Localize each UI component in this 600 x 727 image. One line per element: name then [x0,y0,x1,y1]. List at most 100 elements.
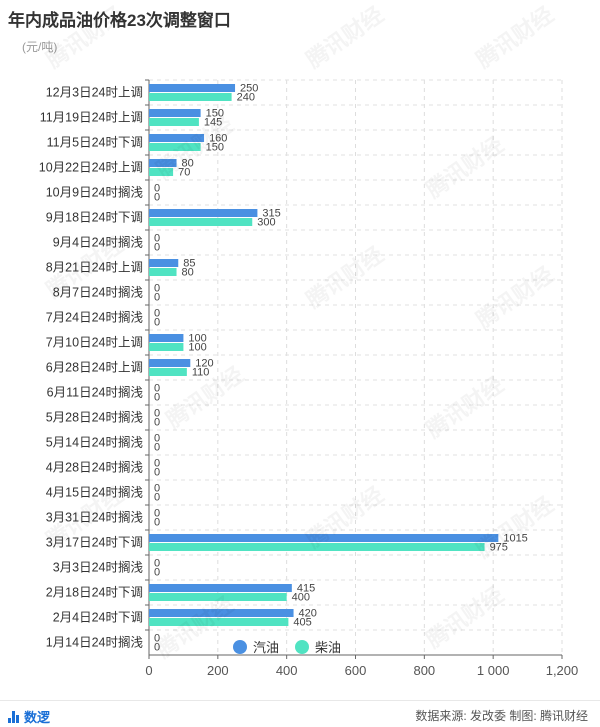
chart-title: 年内成品油价格23次调整窗口 [8,11,231,30]
bar-gasoline [149,259,179,267]
data-label: 0 [154,517,160,529]
data-label: 1015 [503,533,527,545]
bar-diesel [149,93,232,101]
bar-diesel [149,368,187,376]
data-label: 160 [209,133,227,145]
category-label: 2月18日24时下调 [46,586,143,600]
data-label: 0 [154,467,160,479]
data-label: 0 [154,392,160,404]
data-source: 数据来源: 发改委 制图: 腾讯财经 [415,709,588,723]
data-label: 405 [293,617,311,629]
category-label: 4月28日24时搁浅 [46,460,143,475]
x-tick-label: 200 [207,663,229,678]
category-label: 9月4日24时搁浅 [53,235,143,250]
bar-gasoline [149,359,191,367]
data-label: 0 [154,633,160,645]
data-label: 0 [154,558,160,570]
data-label: 0 [154,292,160,304]
data-label: 0 [154,508,160,520]
bar-diesel [149,268,177,276]
data-label: 0 [154,233,160,245]
data-label: 85 [183,258,195,270]
x-tick-label: 0 [145,663,152,678]
bar-gasoline [149,84,236,92]
category-label: 7月10日24时上调 [46,336,143,350]
data-label: 420 [299,608,317,620]
category-label: 6月11日24时搁浅 [47,385,143,400]
brand-name: 数逻 [24,710,51,725]
category-label: 5月28日24时搁浅 [46,410,143,425]
x-tick-label: 1,200 [546,663,579,678]
data-label: 145 [204,117,222,129]
data-label: 0 [154,417,160,429]
bar-diesel [149,218,253,226]
data-label: 150 [206,142,224,154]
data-label: 0 [154,192,160,204]
legend-label: 柴油 [315,640,341,655]
bar-diesel [149,143,201,151]
category-label: 9月18日24时下调 [46,211,143,225]
category-label: 11月19日24时上调 [40,111,143,125]
bar-diesel [149,618,289,626]
data-label: 100 [188,333,206,345]
bar-gasoline [149,209,258,217]
bar-gasoline [149,534,499,542]
bar-diesel [149,168,174,176]
bar-diesel [149,593,287,601]
data-label: 70 [178,167,190,179]
data-label: 0 [154,433,160,445]
category-label: 10月22日24时上调 [39,161,143,175]
category-label: 3月17日24时下调 [46,536,143,550]
data-label: 0 [154,492,160,504]
data-label: 315 [262,208,280,220]
brand-logo: 数逻 [8,707,50,726]
bar-gasoline [149,134,205,142]
x-tick-label: 800 [413,663,435,678]
legend-marker [233,640,247,654]
category-label: 10月9日24时搁浅 [46,185,143,200]
bar-gasoline [149,159,177,167]
category-label: 5月14日24时搁浅 [46,435,143,450]
data-label: 100 [188,342,206,354]
category-label: 1月14日24时搁浅 [46,635,143,650]
data-label: 120 [195,358,213,370]
data-label: 150 [206,108,224,120]
unit-label: (元/吨) [22,40,58,54]
bar-diesel [149,118,199,126]
x-tick-label: 400 [276,663,298,678]
x-tick-label: 1 000 [477,663,510,678]
data-label: 0 [154,317,160,329]
data-label: 400 [292,592,310,604]
data-label: 250 [240,83,258,95]
x-tick-label: 600 [345,663,367,678]
category-label: 11月5日24时下调 [47,136,143,150]
data-label: 0 [154,483,160,495]
data-label: 975 [490,542,508,554]
bar-diesel [149,543,485,551]
bar-gasoline [149,109,201,117]
category-label: 6月28日24时上调 [46,361,143,375]
data-label: 0 [154,242,160,254]
data-label: 0 [154,408,160,420]
data-label: 240 [237,92,255,104]
data-label: 0 [154,458,160,470]
data-label: 0 [154,567,160,579]
bar-gasoline [149,334,184,342]
category-label: 3月3日24时搁浅 [53,560,143,575]
data-label: 0 [154,308,160,320]
category-label: 4月15日24时搁浅 [46,485,143,500]
category-label: 3月31日24时搁浅 [46,510,143,525]
data-label: 415 [297,583,315,595]
data-label: 0 [154,442,160,454]
data-label: 0 [154,642,160,654]
footer: 数逻 数据来源: 发改委 制图: 腾讯财经 [0,700,600,727]
category-label: 8月21日24时上调 [46,261,143,275]
bar-chart-icon [8,711,20,723]
category-label: 12月3日24时上调 [46,86,143,100]
data-label: 0 [154,383,160,395]
legend-label: 汽油 [253,640,279,655]
data-label: 80 [182,267,194,279]
bar-gasoline [149,609,294,617]
category-label: 8月7日24时搁浅 [53,285,143,300]
